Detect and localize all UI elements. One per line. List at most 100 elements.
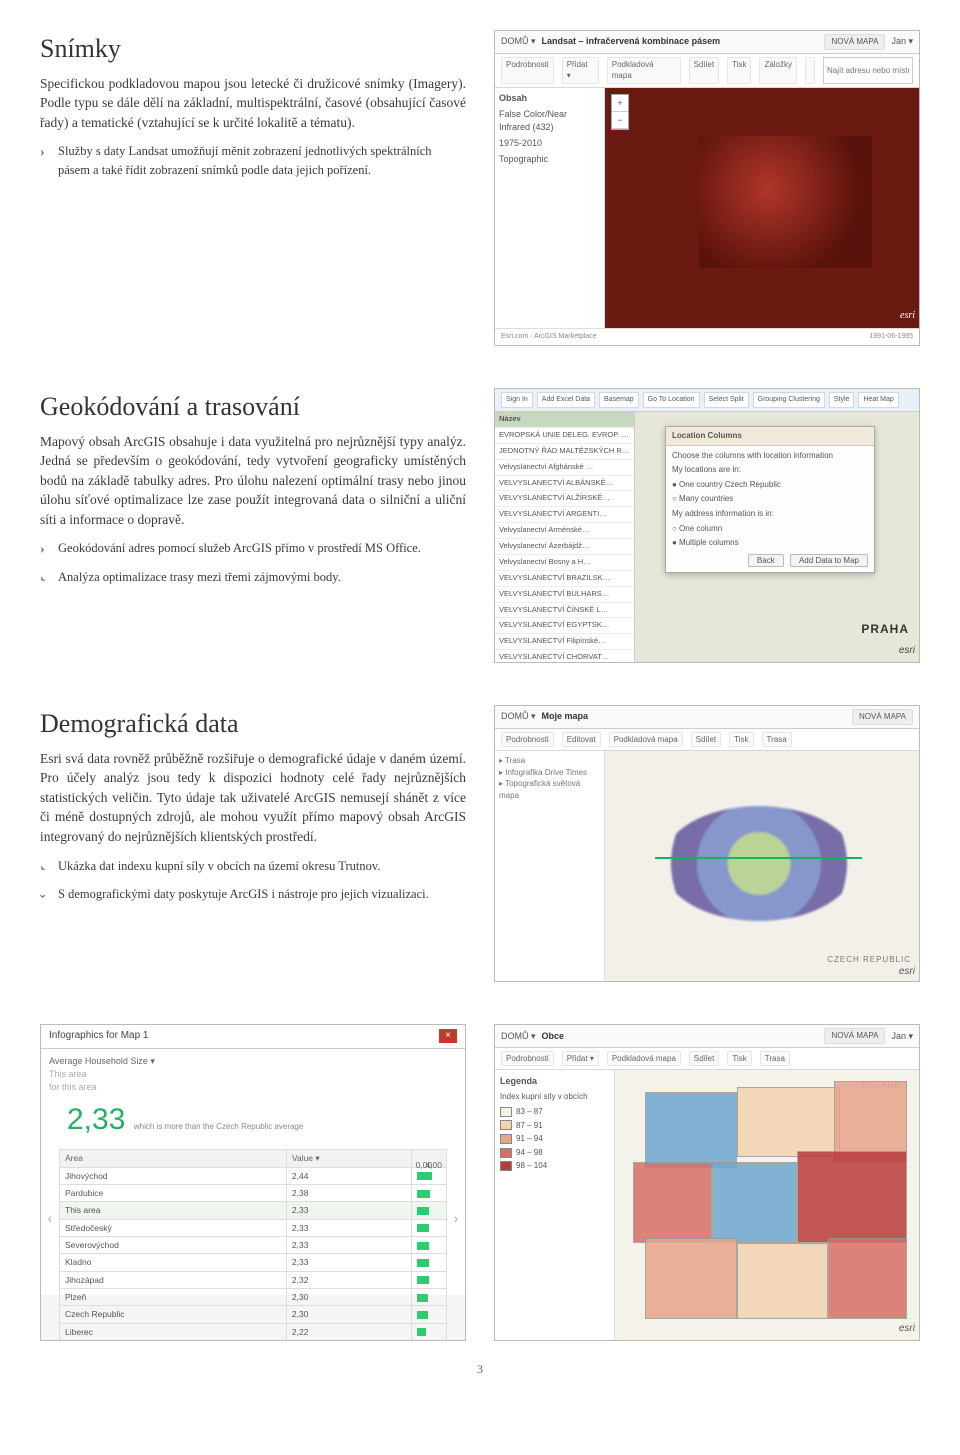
- obce-legend: Legenda Index kupní síly v obcích 83 – 8…: [495, 1070, 615, 1340]
- landsat-tb-0[interactable]: Podrobnosti: [501, 57, 554, 84]
- choropleth-region[interactable]: [828, 1238, 907, 1319]
- demo-map[interactable]: CZECH REPUBLIC esri: [605, 751, 919, 981]
- list-item[interactable]: Velvyslanectví Afghánské …: [495, 460, 634, 476]
- landsat-map[interactable]: +− esri: [605, 88, 919, 328]
- landsat-user[interactable]: Jan ▾: [891, 35, 913, 48]
- choropleth-region[interactable]: [633, 1162, 712, 1243]
- obce-tb-4[interactable]: Tisk: [727, 1051, 751, 1067]
- landsat-date: 1991-06-1995: [869, 332, 913, 342]
- landsat-title: Landsat – infračervená kombinace pásem: [542, 35, 721, 48]
- list-item[interactable]: Velvyslanectví Arménské…: [495, 523, 634, 539]
- list-item[interactable]: VELVYSLANECTVÍ Filipínské…: [495, 634, 634, 650]
- xl-rb-2[interactable]: Basemap: [599, 392, 639, 408]
- landsat-home[interactable]: DOMŮ ▾: [501, 35, 536, 48]
- obce-home[interactable]: DOMŮ ▾: [501, 1030, 536, 1043]
- demo-tb-5[interactable]: Trasa: [762, 732, 792, 748]
- info-col-area[interactable]: Area: [60, 1150, 287, 1167]
- info-sub1[interactable]: Average Household Size ▾: [49, 1056, 155, 1066]
- esri-logo: esri: [899, 965, 915, 980]
- choropleth-region[interactable]: [712, 1162, 797, 1243]
- list-item[interactable]: VELVYSLANECTVÍ ALŽÍRSKÉ…: [495, 491, 634, 507]
- table-row: Kladno2,33: [60, 1254, 447, 1271]
- obce-tb-5[interactable]: Trasa: [760, 1051, 790, 1067]
- obce-title: Obce: [542, 1030, 565, 1043]
- landsat-side-0[interactable]: False Color/Near Infrared (432): [499, 108, 600, 134]
- demo-home[interactable]: DOMŮ ▾: [501, 710, 536, 723]
- list-item[interactable]: VELVYSLANECTVÍ BRAZILSK…: [495, 571, 634, 587]
- chevron-right-icon[interactable]: ›: [447, 1208, 465, 1228]
- list-item[interactable]: VELVYSLANECTVÍ ČÍNSKÉ L…: [495, 603, 634, 619]
- choropleth-region[interactable]: [645, 1238, 736, 1319]
- dl-5[interactable]: ○ One column: [672, 523, 868, 535]
- xl-list-head: Název: [495, 412, 634, 428]
- demo-tb-1[interactable]: Editovat: [562, 732, 601, 748]
- landsat-side-head: Obsah: [499, 92, 600, 105]
- table-row: Plzeň2,30: [60, 1288, 447, 1305]
- list-item[interactable]: VELVYSLANECTVÍ EGYPTSK…: [495, 618, 634, 634]
- demo-tb-4[interactable]: Tisk: [729, 732, 753, 748]
- landsat-tb-3[interactable]: Sdílet: [689, 57, 719, 84]
- demo-newmap[interactable]: NOVÁ MAPA: [852, 709, 913, 725]
- choropleth-region[interactable]: [737, 1087, 840, 1157]
- dl-2[interactable]: ● One country Czech Republic: [672, 479, 868, 491]
- list-item[interactable]: EVROPSKÁ UNIE DELEG. EVROP. KOMISE: [495, 428, 634, 444]
- xl-rb-1[interactable]: Add Excel Data: [537, 392, 595, 408]
- list-item[interactable]: VELVYSLANECTVÍ BULHARS…: [495, 587, 634, 603]
- list-item[interactable]: JEDNOTNÝ ŘÁD MALTÉZSKÝCH RYTÍŘŮ: [495, 444, 634, 460]
- obce-tb-3[interactable]: Sdílet: [689, 1051, 719, 1067]
- landsat-newmap[interactable]: NOVÁ MAPA: [824, 34, 885, 50]
- landsat-tb-2[interactable]: Podkladová mapa: [607, 57, 681, 84]
- obce-newmap[interactable]: NOVÁ MAPA: [824, 1028, 885, 1044]
- choropleth-region[interactable]: [834, 1081, 907, 1162]
- xl-rb-6[interactable]: Style: [829, 392, 855, 408]
- landsat-tb-4[interactable]: Tisk: [727, 57, 751, 84]
- demo-bullet-0: Ukázka dat indexu kupní síly v obcích na…: [40, 857, 466, 875]
- landsat-tb-5[interactable]: Záložky: [759, 57, 797, 84]
- obce-tb-2[interactable]: Podkladová mapa: [607, 1051, 681, 1067]
- geokod-heading: Geokódování a trasování: [40, 388, 466, 426]
- dialog-add[interactable]: Add Data to Map: [790, 554, 868, 567]
- demo-tb-0[interactable]: Podrobnosti: [501, 732, 554, 748]
- landsat-side-2[interactable]: Topographic: [499, 153, 600, 166]
- info-sub3: for this area: [49, 1082, 97, 1092]
- obce-tb-0[interactable]: Podrobnosti: [501, 1051, 554, 1067]
- zoom-control[interactable]: +−: [611, 94, 629, 130]
- table-row: Středočeský2,33: [60, 1219, 447, 1236]
- close-icon[interactable]: ×: [439, 1029, 457, 1043]
- list-item[interactable]: VELVYSLANECTVÍ ALBÁNSKÉ…: [495, 476, 634, 492]
- obce-map[interactable]: POLAND esri: [615, 1070, 919, 1340]
- dialog-back[interactable]: Back: [748, 554, 784, 567]
- excel-screenshot: Sign In Add Excel Data Basemap Go To Loc…: [494, 388, 920, 663]
- demo-tb-2[interactable]: Podkladová mapa: [609, 732, 683, 748]
- table-row: Pardubice2,38: [60, 1185, 447, 1202]
- xl-rb-5[interactable]: Grouping Clustering: [753, 392, 825, 408]
- esri-logo: esri: [899, 644, 915, 659]
- list-item[interactable]: VELVYSLANECTVÍ ARGENTI…: [495, 507, 634, 523]
- list-item[interactable]: Velvyslanectví Ázerbájdž…: [495, 539, 634, 555]
- choropleth-region[interactable]: [645, 1092, 736, 1168]
- choropleth-region[interactable]: [737, 1243, 828, 1319]
- landsat-tb-1[interactable]: Přidat ▾: [562, 57, 599, 84]
- bottom-pair: Infographics for Map 1 × Average Househo…: [40, 1024, 920, 1341]
- excel-list[interactable]: Název EVROPSKÁ UNIE DELEG. EVROP. KOMISE…: [495, 412, 635, 662]
- demo-tb-3[interactable]: Sdílet: [691, 732, 721, 748]
- landsat-search-input[interactable]: [823, 57, 913, 84]
- xl-rb-3[interactable]: Go To Location: [643, 392, 700, 408]
- choropleth-region[interactable]: [797, 1151, 906, 1243]
- landsat-topbar: DOMŮ ▾ Landsat – infračervená kombinace …: [495, 31, 919, 54]
- dl-3[interactable]: ○ Many countries: [672, 493, 868, 505]
- list-item[interactable]: VELVYSLANECTVÍ CHORVAT…: [495, 650, 634, 662]
- excel-map[interactable]: Location Columns Choose the columns with…: [635, 412, 919, 662]
- list-item[interactable]: Velvyslanectví Bosny a H…: [495, 555, 634, 571]
- info-bignum: 2,33: [67, 1103, 125, 1136]
- chevron-left-icon[interactable]: ‹: [41, 1208, 59, 1228]
- xl-rb-0[interactable]: Sign In: [501, 392, 533, 408]
- xl-rb-7[interactable]: Heat Map: [858, 392, 898, 408]
- landsat-side-1[interactable]: 1975-2010: [499, 137, 600, 150]
- xl-rb-4[interactable]: Select Split: [704, 392, 749, 408]
- info-col-val[interactable]: Value ▾: [286, 1150, 411, 1167]
- snimky-imagecol: DOMŮ ▾ Landsat – infračervená kombinace …: [494, 30, 920, 346]
- obce-tb-1[interactable]: Přidat ▾: [562, 1051, 599, 1067]
- obce-user[interactable]: Jan ▾: [891, 1030, 913, 1043]
- dl-6[interactable]: ● Multiple columns: [672, 537, 868, 549]
